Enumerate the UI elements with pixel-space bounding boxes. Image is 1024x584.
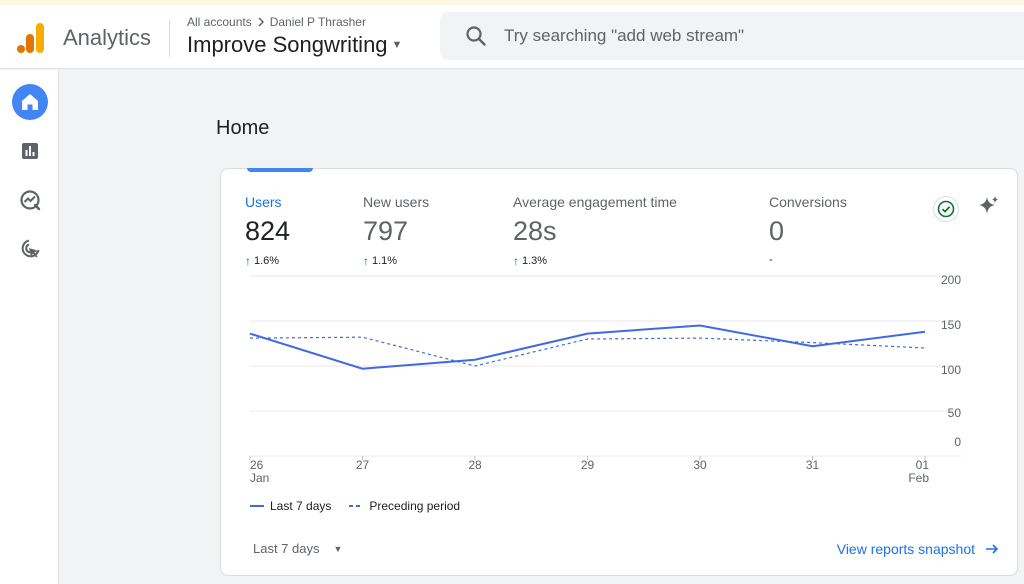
cursor-target-icon xyxy=(21,239,40,258)
property-name: Improve Songwriting xyxy=(187,32,388,57)
metric-value: 0 xyxy=(769,216,785,246)
x-tick-label: 31 xyxy=(806,458,820,472)
chevron-right-icon xyxy=(258,17,264,27)
active-tab-indicator xyxy=(247,168,313,172)
metric-delta: - xyxy=(769,254,847,266)
metric-delta-value: 1.1% xyxy=(372,255,398,267)
metric-label: Average engagement time xyxy=(513,194,677,210)
home-icon xyxy=(22,94,38,110)
metric-label: Users xyxy=(245,194,282,210)
legend-item-preceding-period[interactable]: Preceding period xyxy=(349,499,460,513)
legend-label: Preceding period xyxy=(369,499,461,513)
arrow-up-icon: ↑ xyxy=(513,254,519,268)
arrow-up-icon: ↑ xyxy=(245,254,251,268)
arrow-right-icon xyxy=(986,544,999,554)
caret-down-icon: ▼ xyxy=(333,543,343,554)
nav-advertising[interactable] xyxy=(12,231,48,267)
x-tick-label: Jan xyxy=(250,471,269,485)
page-title: Home xyxy=(216,117,270,139)
metric-delta: ↑ 1.6% xyxy=(245,254,290,268)
metric-tab-new-users[interactable]: New users 797 ↑ 1.1% xyxy=(363,194,429,268)
explore-icon xyxy=(20,190,41,211)
property-selector[interactable]: Improve Songwriting ▼ xyxy=(187,32,402,58)
metric-delta-value: 1.3% xyxy=(522,255,548,267)
x-tick-label: 28 xyxy=(468,458,482,472)
x-tick-label: 29 xyxy=(581,458,595,472)
breadcrumb[interactable]: All accounts Daniel P Thrasher xyxy=(187,15,366,29)
y-tick-label: 50 xyxy=(948,406,962,420)
metric-delta-value: 1.6% xyxy=(254,255,280,267)
series-line-last-7-days xyxy=(249,324,926,370)
metric-tab-conversions[interactable]: Conversions 0 - xyxy=(769,194,847,266)
search-bar[interactable] xyxy=(440,12,1024,60)
check-circle-icon xyxy=(937,200,955,218)
legend-label: Last 7 days xyxy=(270,499,332,513)
series-line-preceding-period xyxy=(249,336,926,367)
breadcrumb-account[interactable]: Daniel P Thrasher xyxy=(269,15,366,29)
metric-tab-users[interactable]: Users 824 ↑ 1.6% xyxy=(245,194,290,268)
left-nav xyxy=(0,70,59,584)
y-tick-label: 150 xyxy=(941,318,961,332)
caret-down-icon: ▼ xyxy=(391,39,403,51)
date-range-selector[interactable]: Last 7 days ▼ xyxy=(253,541,342,556)
metric-tab-engagement-time[interactable]: Average engagement time 28s ↑ 1.3% xyxy=(513,194,677,268)
chart-legend: Last 7 days Preceding period xyxy=(250,499,460,513)
date-range-label: Last 7 days xyxy=(253,541,320,556)
data-status-button[interactable] xyxy=(933,196,959,222)
metric-value: 28s xyxy=(513,216,557,246)
analytics-logo-icon[interactable] xyxy=(16,21,46,55)
legend-swatch-solid xyxy=(250,505,264,507)
x-tick-label: 27 xyxy=(356,458,370,472)
search-input[interactable] xyxy=(504,22,1004,50)
app-name: Analytics xyxy=(63,25,152,50)
metric-value: 797 xyxy=(363,216,409,246)
metric-value: 824 xyxy=(245,216,291,246)
x-tick-label: Feb xyxy=(908,471,929,485)
top-notice-strip xyxy=(0,0,1024,5)
x-tick-label: 26 xyxy=(250,458,264,472)
metric-delta-value: - xyxy=(769,254,773,266)
app-header: Analytics All accounts Daniel P Thrasher… xyxy=(0,5,1024,69)
metric-delta: ↑ 1.3% xyxy=(513,254,677,268)
metric-delta: ↑ 1.1% xyxy=(363,254,429,268)
x-tick-label: 30 xyxy=(693,458,707,472)
nav-home[interactable] xyxy=(12,84,48,120)
header-divider xyxy=(169,19,170,57)
y-tick-label: 0 xyxy=(954,435,961,449)
arrow-up-icon: ↑ xyxy=(363,254,369,268)
nav-reports[interactable] xyxy=(12,133,48,169)
snapshot-link-label: View reports snapshot xyxy=(836,541,975,557)
legend-swatch-dashed xyxy=(349,505,364,507)
search-icon xyxy=(466,26,486,46)
metric-label: New users xyxy=(363,194,430,210)
breadcrumb-root[interactable]: All accounts xyxy=(187,15,252,29)
home-overview-card: Users 824 ↑ 1.6% New users 797 ↑ 1.1% Aver… xyxy=(220,168,1018,576)
bar-chart-icon xyxy=(22,143,38,159)
y-tick-label: 100 xyxy=(941,363,961,377)
x-tick-label: 01 xyxy=(916,458,930,472)
y-tick-label: 200 xyxy=(941,273,961,287)
view-reports-snapshot-link[interactable]: View reports snapshot xyxy=(837,541,999,557)
metric-label: Conversions xyxy=(769,194,847,210)
sparkle-insights-icon[interactable] xyxy=(977,194,1001,218)
nav-explore[interactable] xyxy=(12,182,48,218)
legend-item-last-7-days[interactable]: Last 7 days xyxy=(250,499,331,513)
